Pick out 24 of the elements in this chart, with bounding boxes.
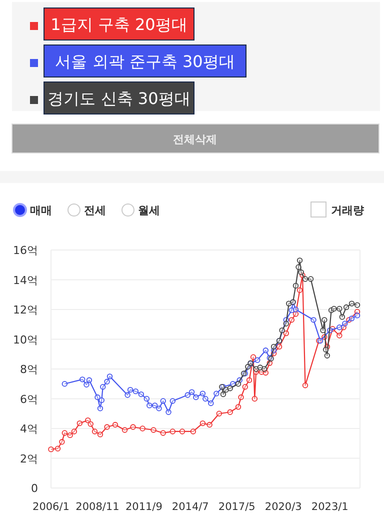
y-tick-label: 0 (31, 482, 38, 495)
y-tick-label: 10억 (13, 333, 38, 346)
x-tick-label: 2014/7 (172, 501, 209, 513)
y-tick-label: 16억 (13, 244, 38, 257)
y-tick-label: 2억 (20, 452, 38, 466)
y-tick-label: 6억 (20, 392, 38, 406)
x-tick-label: 2008/11 (76, 501, 120, 513)
x-tick-label: 2017/5 (218, 501, 256, 513)
text: 전세 (84, 204, 106, 217)
x-tick-label: 2023/1 (311, 501, 348, 513)
y-tick-label: 14억 (13, 274, 38, 287)
x-tick-label: 2006/1 (32, 501, 70, 513)
y-tick-label: 12억 (13, 304, 38, 316)
text: 거래량 (331, 204, 364, 217)
legend-label: 1급지 구축 20평대 (50, 15, 188, 34)
y-tick-label: 4억 (20, 422, 38, 436)
y-tick-label: 8억 (20, 363, 38, 376)
text: 매매 (30, 204, 52, 217)
legend-label: 서울 외곽 준구축 30평대 (55, 52, 235, 71)
x-tick-label: 2020/3 (264, 501, 302, 513)
x-tick-label: 2011/9 (125, 501, 162, 513)
legend-label: 경기도 신축 30평대 (48, 89, 190, 108)
delete-all-button: 전체삭제 (12, 124, 380, 154)
text: 월세 (138, 204, 160, 217)
